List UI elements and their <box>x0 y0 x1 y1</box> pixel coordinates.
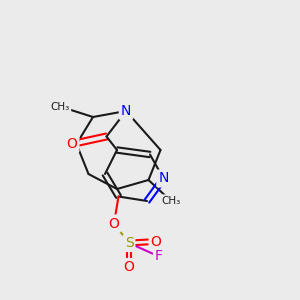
Text: O: O <box>151 235 161 248</box>
Text: O: O <box>109 217 119 230</box>
Text: N: N <box>158 172 169 185</box>
Text: O: O <box>67 137 77 151</box>
Text: S: S <box>124 236 134 250</box>
Text: CH₃: CH₃ <box>161 196 181 206</box>
Text: N: N <box>121 104 131 118</box>
Text: CH₃: CH₃ <box>50 101 70 112</box>
Text: O: O <box>124 260 134 274</box>
Text: F: F <box>155 250 163 263</box>
